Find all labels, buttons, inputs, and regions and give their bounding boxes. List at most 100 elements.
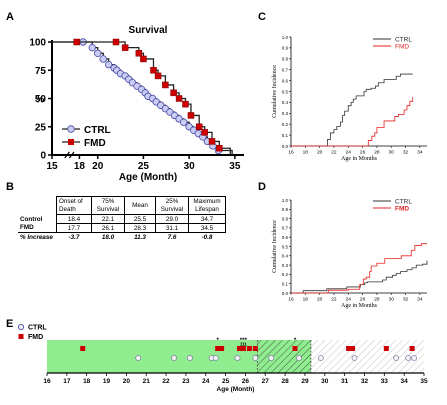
table-cell: 17.7 bbox=[56, 223, 92, 233]
panel-letter-a: A bbox=[6, 11, 14, 23]
fmd-marker bbox=[409, 346, 415, 351]
fmd-marker bbox=[215, 346, 221, 351]
x-tick-label: 20 bbox=[123, 378, 131, 385]
stats-table-header: Onset of Death 75% Survival Mean 25% Surviv… bbox=[18, 196, 226, 215]
fmd-marker bbox=[292, 346, 298, 351]
table-cell: 29.0 bbox=[155, 214, 189, 224]
y-tick-label: 0.1 bbox=[282, 133, 289, 138]
table-cell: 25.5 bbox=[124, 214, 156, 224]
y-axis-label: % bbox=[36, 95, 45, 106]
x-tick-label: 29 bbox=[301, 378, 309, 385]
annotation: * bbox=[294, 338, 297, 344]
table-cell: 22.1 bbox=[91, 214, 125, 224]
x-tick-label: 26 bbox=[360, 150, 366, 156]
fmd-marker bbox=[73, 38, 80, 46]
col-header: Mean bbox=[124, 196, 156, 215]
y-tick-label: 50 bbox=[35, 94, 47, 105]
stats-table: Onset of Death 75% Survival Mean 25% Surviv… bbox=[18, 196, 226, 241]
fmd-marker bbox=[182, 100, 189, 108]
legend-marker-ctrl bbox=[17, 323, 24, 330]
x-tick-label: 21 bbox=[143, 378, 151, 385]
fmd-marker bbox=[187, 112, 195, 119]
x-tick-label: 32 bbox=[361, 378, 369, 385]
x-axis-label: Age (Month) bbox=[217, 386, 255, 393]
x-tick-label: 34 bbox=[417, 150, 423, 156]
panel-letter-d: D bbox=[258, 181, 266, 193]
fmd-marker bbox=[383, 346, 389, 351]
col-header-label: 25% Survival bbox=[160, 197, 184, 213]
ctrl-marker bbox=[296, 355, 302, 361]
y-tick-label: 1.0 bbox=[282, 35, 289, 40]
y-tick-label: 75 bbox=[35, 66, 47, 77]
x-tick-label: 31 bbox=[341, 378, 349, 385]
fmd-marker bbox=[219, 346, 225, 351]
ctrl-marker bbox=[212, 355, 219, 361]
x-tick-label: 28 bbox=[374, 297, 380, 303]
x-tick-label: 17 bbox=[63, 378, 71, 385]
table-cell: 31.1 bbox=[155, 223, 189, 233]
table-cell: 28.3 bbox=[124, 223, 156, 233]
x-tick-label: 16 bbox=[288, 150, 294, 156]
table-cell: 34.5 bbox=[188, 223, 226, 233]
col-header-label: Maximum Lifespan bbox=[193, 197, 221, 213]
x-axis-label: Age in Months bbox=[341, 156, 378, 162]
table-cell: 7.6 bbox=[167, 233, 177, 241]
fmd-marker bbox=[208, 138, 216, 145]
x-tick-label: 18 bbox=[74, 161, 86, 172]
col-header-label: Mean bbox=[132, 201, 148, 209]
x-tick-label: 20 bbox=[317, 297, 323, 303]
x-tick-label: 24 bbox=[346, 150, 352, 156]
fmd-marker bbox=[236, 346, 242, 351]
ctrl-marker bbox=[411, 355, 417, 361]
fmd-marker bbox=[80, 346, 86, 351]
y-tick-label: 0.0 bbox=[282, 291, 289, 296]
legend-marker-fmd bbox=[18, 334, 24, 339]
y-tick-label: 25 bbox=[35, 122, 47, 133]
fmd-marker bbox=[246, 346, 252, 351]
y-tick-label: 0.6 bbox=[282, 78, 289, 83]
shaded-region bbox=[257, 340, 311, 373]
fmd-marker bbox=[162, 81, 169, 89]
fmd-marker bbox=[150, 67, 157, 74]
y-tick-label: 0.2 bbox=[282, 272, 289, 277]
x-tick-label: 22 bbox=[162, 378, 170, 385]
panel-letter-e: E bbox=[6, 318, 14, 330]
legend-label-ctrl: CTRL bbox=[395, 198, 412, 205]
x-tick-label: 27 bbox=[262, 378, 270, 385]
y-tick-label: 0.2 bbox=[282, 122, 289, 127]
x-tick-label: 34 bbox=[401, 378, 409, 385]
x-tick-label: 26 bbox=[242, 378, 250, 385]
annotation: *** bbox=[240, 338, 248, 344]
y-tick-label: 0.3 bbox=[282, 263, 289, 268]
x-tick-label: 18 bbox=[303, 297, 309, 303]
x-axis-label: Age (Month) bbox=[119, 172, 177, 183]
table-row: Control 18.4 22.1 25.5 29.0 34.7 bbox=[18, 214, 226, 224]
fmd-marker bbox=[175, 95, 183, 102]
y-axis-label: Cumulative Incidence bbox=[272, 220, 278, 273]
survival-chart: Survival 0 25 50 75 100 15 18 20 25 30 35 Age (Month… bbox=[29, 25, 244, 183]
x-tick-label: 22 bbox=[331, 297, 337, 303]
x-tick-label: 35 bbox=[420, 378, 428, 385]
y-tick-label: 0.1 bbox=[282, 282, 289, 287]
ctrl-marker bbox=[351, 355, 358, 361]
fmd-marker bbox=[195, 123, 203, 130]
x-tick-label: 30 bbox=[321, 378, 329, 385]
fmd-marker bbox=[350, 346, 356, 351]
x-tick-label: 18 bbox=[303, 150, 309, 156]
legend-marker-fmd bbox=[68, 139, 74, 145]
y-tick-label: 0.8 bbox=[282, 57, 289, 62]
fmd-marker bbox=[170, 89, 177, 97]
ctrl-marker bbox=[393, 355, 400, 361]
fmd-marker bbox=[121, 44, 129, 51]
col-header: Maximum Lifespan bbox=[188, 196, 226, 215]
table-cell: 34.7 bbox=[188, 214, 226, 224]
fmd-marker bbox=[112, 38, 120, 46]
x-tick-label: 24 bbox=[346, 297, 352, 303]
legend-label-fmd: FMD bbox=[84, 138, 106, 149]
col-header-label: Onset of Death bbox=[59, 197, 83, 213]
series-line-ctrl bbox=[291, 260, 428, 294]
y-tick-label: 0.9 bbox=[282, 46, 289, 51]
fmd-marker bbox=[240, 346, 246, 351]
y-tick-label: 0.7 bbox=[282, 68, 289, 73]
x-tick-label: 19 bbox=[103, 378, 111, 385]
